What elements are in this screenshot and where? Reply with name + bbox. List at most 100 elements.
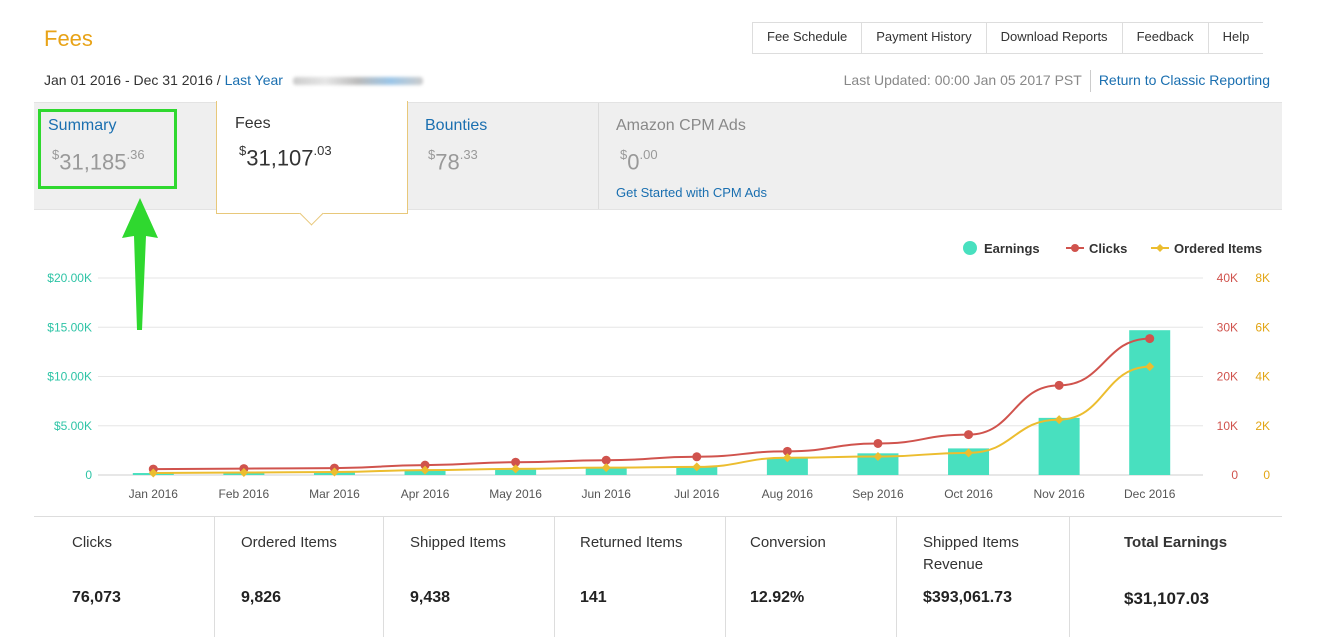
- y-right-items-tick-label: 6K: [1255, 320, 1270, 334]
- date-range-text: Jan 01 2016 - Dec 31 2016 /: [44, 72, 225, 88]
- stat-returned-items: Returned Items 141: [554, 517, 725, 637]
- y-left-tick-label: $20.00K: [47, 271, 92, 285]
- top-nav: Fee Schedule Payment History Download Re…: [752, 22, 1264, 54]
- legend-earnings-marker: [963, 241, 977, 255]
- date-preset-link[interactable]: Last Year: [224, 72, 283, 88]
- redacted-tracking-id: [292, 77, 423, 86]
- ordered-items-point: [148, 468, 158, 478]
- legend-clicks-marker: [1071, 244, 1079, 252]
- tab-cpm-ads[interactable]: Amazon CPM Ads $0.00 Get Started with CP…: [598, 103, 799, 209]
- y-right-clicks-tick-label: 30K: [1217, 320, 1238, 334]
- stat-label: Ordered Items: [241, 534, 337, 551]
- tab-fees-value: $31,107.03: [239, 143, 332, 171]
- nav-payment-history[interactable]: Payment History: [861, 23, 985, 53]
- x-tick-label: Dec 2016: [1124, 487, 1176, 501]
- ordered-items-point: [782, 453, 792, 463]
- x-tick-label: Mar 2016: [309, 487, 360, 501]
- stat-value: 9,438: [410, 589, 451, 606]
- stat-clicks: Clicks 76,073: [34, 517, 214, 637]
- x-tick-label: Aug 2016: [762, 487, 814, 501]
- clicks-point: [1145, 334, 1155, 344]
- stats-summary: Clicks 76,073 Ordered Items 9,826 Shippe…: [34, 516, 1282, 637]
- legend-earnings-label: Earnings: [984, 241, 1040, 256]
- nav-help[interactable]: Help: [1207, 23, 1264, 53]
- tab-bounties[interactable]: Bounties $78.33: [424, 103, 584, 209]
- ordered-items-point: [601, 463, 611, 473]
- clicks-point: [964, 430, 974, 440]
- stat-value: 141: [580, 589, 607, 606]
- stat-shipped-revenue: Shipped Items Revenue $393,061.73: [896, 517, 1069, 637]
- classic-reporting-link[interactable]: Return to Classic Reporting: [1098, 72, 1270, 88]
- ordered-items-point: [329, 467, 339, 477]
- stat-label: Returned Items: [580, 534, 683, 551]
- clicks-point: [511, 457, 521, 467]
- report-tabs: Summary $31,185.36 Fees $31,107.03 Bount…: [34, 101, 1282, 226]
- legend-items-label: Ordered Items: [1174, 241, 1262, 256]
- x-tick-label: Nov 2016: [1033, 487, 1085, 501]
- tab-summary-label: Summary: [48, 117, 117, 134]
- clicks-point: [782, 446, 792, 456]
- stat-label: Shipped Items: [410, 534, 506, 551]
- x-tick-label: Jan 2016: [129, 487, 179, 501]
- stat-label: Total Earnings: [1124, 534, 1228, 551]
- ordered-items-point: [873, 452, 883, 462]
- last-updated-bar: Last Updated: 00:00 Jan 05 2017 PST Retu…: [843, 70, 1270, 92]
- earnings-bar: [857, 453, 899, 475]
- stat-ordered-items: Ordered Items 9,826: [214, 517, 383, 637]
- stat-label: Conversion: [750, 534, 826, 551]
- earnings-bar: [766, 458, 808, 475]
- stat-total-earnings: Total Earnings $31,107.03: [1069, 517, 1285, 637]
- tab-bounties-value: $78.33: [428, 147, 478, 175]
- x-tick-label: Feb 2016: [219, 487, 270, 501]
- ordered-items-point: [1054, 415, 1064, 425]
- clicks-line: [153, 337, 1150, 471]
- y-right-clicks-tick-label: 10K: [1217, 419, 1238, 433]
- tab-fees[interactable]: Fees $31,107.03: [216, 101, 408, 226]
- last-updated-text: Last Updated: 00:00 Jan 05 2017 PST: [843, 72, 1082, 88]
- nav-feedback[interactable]: Feedback: [1121, 23, 1208, 53]
- clicks-point: [601, 455, 611, 465]
- stat-value: $31,107.03: [1124, 589, 1210, 608]
- y-left-tick-label: $5.00K: [54, 419, 92, 433]
- ordered-items-point: [1145, 362, 1155, 372]
- earnings-chart: 0 0 0 $5.00K 10K 2K $10.00K 20K 4K $15.00K 30K 6K $2…: [47, 241, 1270, 501]
- tab-cpm-value: $0.00: [620, 147, 658, 175]
- stat-value: 12.92%: [750, 589, 805, 606]
- clicks-point: [692, 452, 702, 462]
- stat-conversion: Conversion 12.92%: [725, 517, 896, 637]
- ordered-items-point: [511, 464, 521, 474]
- divider: [1089, 70, 1091, 92]
- date-range-line: Jan 01 2016 - Dec 31 2016 / Last Year: [44, 72, 423, 88]
- x-tick-label: Jun 2016: [582, 487, 632, 501]
- tab-bounties-label: Bounties: [425, 117, 488, 134]
- nav-fee-schedule[interactable]: Fee Schedule: [752, 23, 861, 53]
- nav-download-reports[interactable]: Download Reports: [985, 23, 1122, 53]
- x-tick-label: Oct 2016: [944, 487, 993, 501]
- y-right-clicks-tick-label: 20K: [1217, 370, 1238, 384]
- stat-value: 9,826: [241, 589, 282, 606]
- x-tick-label: Sep 2016: [852, 487, 904, 501]
- y-right-clicks-tick-label: 0: [1231, 468, 1238, 482]
- cpm-get-started-link[interactable]: Get Started with CPM Ads: [616, 185, 768, 200]
- x-tick-label: Apr 2016: [401, 487, 450, 501]
- y-left-tick-label: 0: [85, 468, 92, 482]
- earnings-bar: [1129, 330, 1171, 475]
- stat-label: Shipped Items Revenue: [923, 534, 1019, 573]
- y-right-items-tick-label: 2K: [1255, 419, 1270, 433]
- clicks-point: [873, 438, 883, 448]
- ordered-items-point: [964, 448, 974, 458]
- y-left-tick-label: $15.00K: [47, 320, 92, 334]
- y-right-items-tick-label: 0: [1263, 468, 1270, 482]
- earnings-bar: [1038, 417, 1080, 475]
- y-right-clicks-tick-label: 40K: [1217, 271, 1238, 285]
- ordered-items-point: [692, 462, 702, 472]
- clicks-point: [420, 460, 430, 470]
- page-title: Fees: [44, 26, 93, 51]
- x-tick-label: Jul 2016: [674, 487, 720, 501]
- y-right-items-tick-label: 8K: [1255, 271, 1270, 285]
- ordered-items-line: [153, 365, 1150, 475]
- stat-value: $393,061.73: [923, 589, 1012, 606]
- stat-label: Clicks: [72, 534, 112, 551]
- clicks-point: [1054, 380, 1064, 390]
- tab-summary[interactable]: Summary $31,185.36: [38, 103, 178, 209]
